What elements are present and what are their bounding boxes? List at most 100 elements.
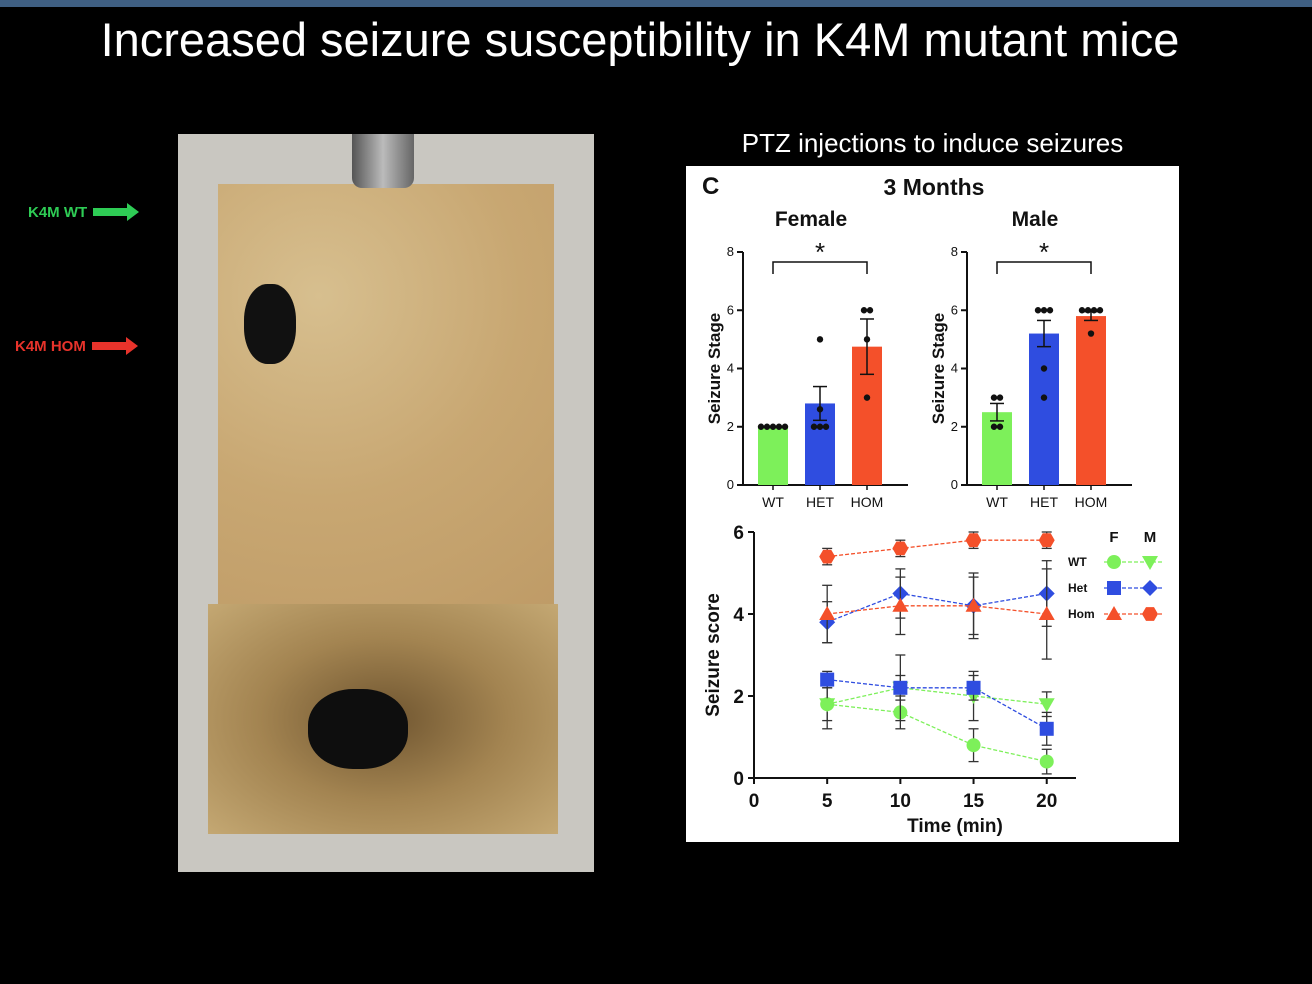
legend-label: Het xyxy=(1068,581,1087,595)
data-marker xyxy=(820,672,835,687)
series-line xyxy=(827,539,1047,558)
data-marker xyxy=(965,533,982,548)
bar-het xyxy=(1029,333,1059,485)
data-point xyxy=(1078,307,1086,314)
x-tick-label: 10 xyxy=(890,791,911,812)
line-chart-seizure-score: 0 2 4 6 0 5 10 15 20 Time (min) Seizure score F M WT H… xyxy=(703,523,1164,837)
chart-title: Male xyxy=(1012,208,1059,231)
cage-photo xyxy=(178,134,594,872)
x-tick-label: HOM xyxy=(1075,494,1108,510)
y-tick-label: 0 xyxy=(727,477,734,492)
series-line xyxy=(827,678,1048,730)
bar-wt xyxy=(758,426,788,485)
y-tick-label: 4 xyxy=(727,361,734,376)
series-line xyxy=(827,687,1047,705)
legend-marker xyxy=(1107,555,1121,569)
bar-hom xyxy=(1076,316,1106,485)
legend-marker xyxy=(1142,556,1158,570)
data-marker xyxy=(965,597,982,612)
data-point xyxy=(816,423,824,430)
y-tick-label: 2 xyxy=(733,687,744,708)
legend-marker xyxy=(1107,581,1121,595)
data-marker xyxy=(892,597,909,612)
data-marker xyxy=(819,606,836,620)
y-tick-label: 6 xyxy=(733,523,744,544)
y-axis-label: Seizure Stage xyxy=(929,313,948,425)
data-point xyxy=(1040,307,1048,314)
data-point xyxy=(996,394,1004,401)
y-axis-label: Seizure Stage xyxy=(705,313,724,425)
y-axis-label: Seizure score xyxy=(703,593,724,717)
data-point xyxy=(763,423,771,430)
y-tick-label: 0 xyxy=(951,477,958,492)
wt-arrow-text: K4M WT xyxy=(28,203,88,221)
data-point xyxy=(1040,394,1048,401)
x-tick-label: HET xyxy=(1030,494,1058,510)
ptz-caption: PTZ injections to induce seizures xyxy=(741,128,1124,158)
data-point xyxy=(990,423,998,430)
data-marker xyxy=(819,698,836,713)
y-tick-label: 2 xyxy=(727,419,734,434)
data-marker xyxy=(1039,754,1054,769)
series-het-f xyxy=(820,670,1054,746)
mouse-wt xyxy=(244,284,296,364)
data-point xyxy=(757,423,765,430)
data-marker xyxy=(1038,698,1055,713)
y-tick-label: 4 xyxy=(951,361,958,376)
panel-heading: 3 Months xyxy=(884,174,985,200)
top-accent-bar xyxy=(0,0,1312,7)
bar-chart-female: Female Seizure Stage 0 2 4 6 8 WT HET HOM * xyxy=(705,208,908,510)
data-marker xyxy=(966,738,981,753)
data-point xyxy=(1096,307,1104,314)
series-line xyxy=(826,592,1047,623)
y-tick-label: 6 xyxy=(727,302,734,317)
legend-label: Hom xyxy=(1068,607,1095,621)
data-point xyxy=(822,423,830,430)
x-axis-label: Time (min) xyxy=(907,816,1003,837)
x-tick-label: 15 xyxy=(963,791,985,812)
data-point xyxy=(860,307,868,314)
data-point xyxy=(990,394,998,401)
data-marker xyxy=(966,680,981,695)
series-line xyxy=(827,605,1047,615)
data-marker xyxy=(1038,533,1055,548)
data-point xyxy=(810,423,818,430)
data-point xyxy=(1040,365,1048,372)
x-tick-label: HOM xyxy=(851,494,884,510)
hom-arrow-label: K4M HOM xyxy=(15,337,140,355)
significance-bracket xyxy=(996,261,1092,274)
data-point xyxy=(769,423,777,430)
bar-chart-male: Male Seizure Stage 0 2 4 6 8 WT HET HOM * xyxy=(929,208,1132,510)
legend-col-f: F xyxy=(1109,529,1118,546)
data-point xyxy=(781,423,789,430)
data-point xyxy=(996,423,1004,430)
data-point xyxy=(1087,330,1095,337)
bar-wt xyxy=(982,412,1012,485)
data-point xyxy=(775,423,783,430)
legend-marker xyxy=(1142,607,1158,621)
arrow-right-icon xyxy=(91,337,138,355)
y-tick-label: 8 xyxy=(951,244,958,259)
data-point xyxy=(1046,307,1054,314)
water-tube xyxy=(352,134,414,188)
data-marker xyxy=(892,541,909,556)
legend-col-m: M xyxy=(1144,529,1157,546)
x-tick-label: WT xyxy=(986,494,1008,510)
data-point xyxy=(1084,307,1092,314)
y-tick-label: 8 xyxy=(727,244,734,259)
data-point xyxy=(1034,307,1042,314)
series-hom-f xyxy=(819,568,1055,660)
data-marker xyxy=(819,549,836,564)
mouse-hom xyxy=(308,689,408,769)
x-tick-label: 20 xyxy=(1036,791,1057,812)
data-point xyxy=(816,406,824,413)
x-tick-label: WT xyxy=(762,494,784,510)
series-line xyxy=(827,703,1047,763)
series-wt-f xyxy=(820,678,1054,775)
data-marker xyxy=(893,680,908,695)
series-het-m xyxy=(819,560,1055,644)
y-tick-label: 6 xyxy=(951,302,958,317)
arrow-right-icon xyxy=(93,203,140,221)
figure-panel: C 3 Months Female Seizure Stage 0 2 4 6 8 WT HET… xyxy=(686,166,1179,842)
series-hom-m xyxy=(819,531,1055,566)
